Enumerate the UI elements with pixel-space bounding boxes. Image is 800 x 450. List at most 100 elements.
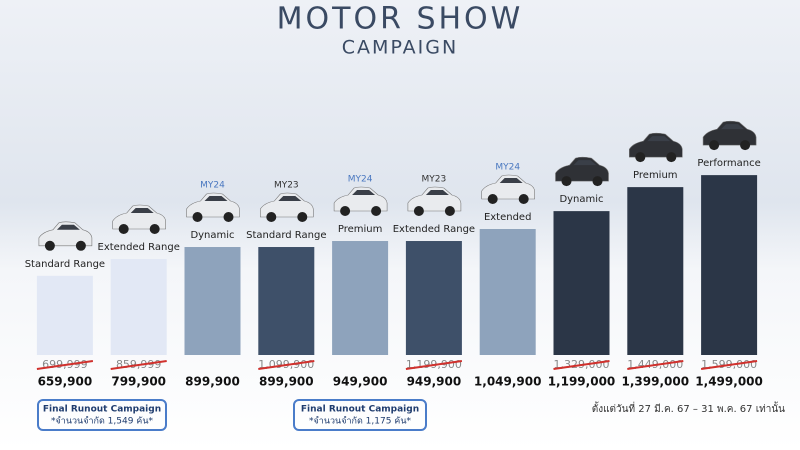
price-label: 1,199,000: [548, 375, 616, 389]
strike-through: [627, 360, 684, 370]
car-window: [425, 190, 449, 196]
car-image: [259, 192, 314, 223]
campaign-note: *จำนวนจำกัด 1,175 คัน*: [309, 416, 411, 427]
car-wheel: [75, 240, 86, 251]
price-label: 949,900: [407, 375, 462, 389]
category-label: Dynamic: [559, 194, 603, 205]
price-label: 1,049,900: [474, 375, 542, 389]
car-image: [628, 132, 683, 163]
bar: [701, 175, 758, 355]
car-window: [278, 196, 302, 202]
bar: [184, 247, 241, 355]
bar: [36, 275, 93, 355]
bar: [332, 241, 389, 355]
car-wheel: [297, 212, 308, 223]
car-body: [481, 174, 536, 200]
campaign-note: *จำนวนจำกัด 1,549 คัน*: [51, 416, 153, 427]
car-window: [56, 224, 80, 230]
car-window: [352, 190, 376, 196]
car-image: [112, 204, 166, 235]
category-label: Standard Range: [246, 230, 326, 241]
campaign-title: Final Runout Campaign: [301, 405, 419, 415]
car-wheel: [666, 152, 677, 163]
price-label: 899,900: [259, 375, 314, 389]
car-image: [407, 186, 462, 217]
campaign-box: [37, 399, 167, 431]
car-body: [186, 192, 240, 218]
car-wheel: [487, 194, 498, 205]
bar: [110, 259, 167, 355]
bar: [258, 247, 315, 355]
subtitle: CAMPAIGN: [342, 37, 458, 59]
bar: [553, 211, 610, 355]
car-image: [186, 192, 240, 223]
car-wheel: [561, 176, 572, 187]
model-year-tag: MY23: [422, 175, 447, 185]
bar: [627, 187, 684, 355]
car-window: [573, 160, 597, 166]
campaign-box: [293, 399, 427, 431]
car-body: [112, 204, 166, 230]
car-window: [721, 124, 745, 130]
car-wheel: [223, 212, 234, 223]
car-wheel: [592, 176, 603, 187]
strike-through: [110, 360, 167, 370]
category-label: Dynamic: [190, 230, 234, 241]
car-image: [38, 221, 93, 251]
campaign-title: Final Runout Campaign: [43, 405, 161, 415]
car-wheel: [118, 224, 129, 235]
car-wheel: [709, 140, 720, 151]
title: MOTOR SHOW: [277, 2, 524, 37]
category-label: Extended: [484, 212, 532, 223]
car-window: [647, 136, 671, 142]
bar: [479, 229, 536, 355]
car-body: [702, 120, 757, 146]
price-label: 1,499,000: [695, 375, 763, 389]
car-body: [259, 192, 314, 218]
car-wheel: [444, 206, 455, 217]
bar: [405, 241, 462, 355]
price-label: 899,900: [185, 375, 240, 389]
model-year-tag: MY24: [200, 181, 225, 191]
strike-through: [36, 360, 94, 370]
car-image: [702, 120, 757, 151]
category-label: Premium: [338, 224, 383, 235]
car-wheel: [635, 152, 646, 163]
category-label: Extended Range: [98, 242, 180, 253]
category-label: Performance: [697, 158, 760, 169]
car-wheel: [413, 206, 424, 217]
price-label: 659,900: [38, 375, 93, 389]
strike-through: [405, 360, 463, 370]
car-body: [407, 186, 462, 212]
car-wheel: [266, 212, 277, 223]
price-label: 1,399,000: [622, 375, 690, 389]
model-year-tag: MY24: [495, 163, 520, 173]
car-wheel: [740, 140, 751, 151]
category-label: Premium: [633, 170, 678, 181]
car-body: [555, 156, 609, 182]
price-label: 799,900: [111, 375, 166, 389]
car-body: [38, 221, 93, 247]
model-year-tag: MY24: [348, 175, 373, 185]
price-label: 949,900: [333, 375, 388, 389]
car-wheel: [371, 206, 382, 217]
car-wheel: [44, 240, 55, 251]
car-window: [499, 178, 523, 184]
car-wheel: [149, 224, 160, 235]
strike-through: [258, 360, 315, 370]
model-year-tag: MY23: [274, 181, 299, 191]
strike-through: [700, 360, 758, 370]
car-body: [628, 132, 683, 158]
car-wheel: [518, 194, 529, 205]
car-image: [333, 186, 388, 217]
car-body: [333, 186, 388, 212]
car-wheel: [340, 206, 351, 217]
strike-through: [553, 360, 610, 370]
period-note: ตั้งแต่วันที่ 27 มี.ค. 67 – 31 พ.ค. 67 เ…: [592, 401, 785, 415]
car-window: [204, 196, 228, 202]
car-image: [555, 156, 609, 187]
category-label: Extended Range: [393, 224, 475, 235]
car-image: [481, 174, 536, 205]
category-label: Standard Range: [25, 259, 105, 270]
